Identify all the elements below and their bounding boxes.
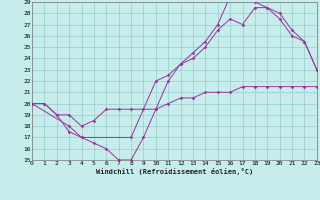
X-axis label: Windchill (Refroidissement éolien,°C): Windchill (Refroidissement éolien,°C) xyxy=(96,168,253,175)
